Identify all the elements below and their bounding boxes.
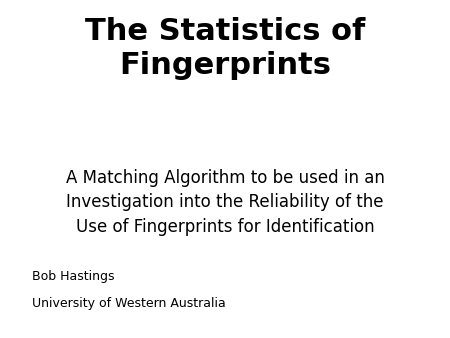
Text: Bob Hastings: Bob Hastings	[32, 270, 114, 283]
Text: The Statistics of
Fingerprints: The Statistics of Fingerprints	[85, 17, 365, 79]
Text: A Matching Algorithm to be used in an
Investigation into the Reliability of the
: A Matching Algorithm to be used in an In…	[66, 169, 384, 236]
Text: University of Western Australia: University of Western Australia	[32, 297, 225, 310]
